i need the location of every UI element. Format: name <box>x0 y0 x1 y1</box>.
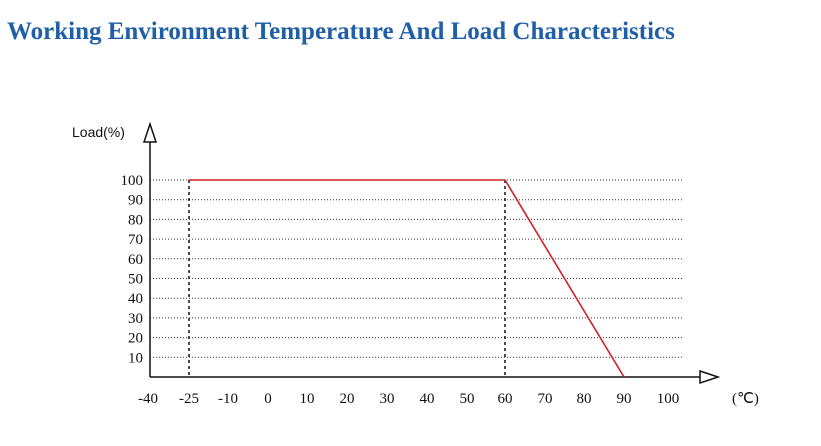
x-tick-label-20: 20 <box>340 391 355 407</box>
y-tick-label-20: 20 <box>128 331 143 347</box>
x-tick-label-30: 30 <box>380 391 395 407</box>
x-tick-label-0: 0 <box>264 391 272 407</box>
y-tick-label-80: 80 <box>128 212 143 228</box>
x-tick-label--25: -25 <box>179 391 199 407</box>
y-tick-label-50: 50 <box>128 272 143 288</box>
y-tick-label-90: 90 <box>128 193 143 209</box>
x-tick-labels: -40 -25 -10 0 10 20 30 40 50 60 70 80 90 100 <box>138 391 679 407</box>
y-tick-label-30: 30 <box>128 311 143 327</box>
curve-point-0-0 <box>188 179 190 181</box>
x-tick-label-40: 40 <box>420 391 435 407</box>
curve-point-0-2 <box>623 376 625 378</box>
y-tick-label-40: 40 <box>128 291 143 307</box>
x-axis-unit-label: (℃) <box>732 391 759 407</box>
x-tick-label-70: 70 <box>538 391 553 407</box>
x-tick-label-80: 80 <box>577 391 592 407</box>
x-tick-label-10: 10 <box>300 391 315 407</box>
load-curve <box>188 179 625 378</box>
grid-lines <box>150 179 684 358</box>
curve-segment-0-1 <box>504 179 625 378</box>
x-tick-label-60: 60 <box>498 391 513 407</box>
page-title: Working Environment Temperature And Load… <box>7 18 675 45</box>
x-axis-arrow <box>699 369 721 385</box>
x-tick-label-50: 50 <box>460 391 475 407</box>
y-tick-label-10: 10 <box>128 350 143 366</box>
axes <box>142 121 721 385</box>
x-tick-label-100: 100 <box>657 391 680 407</box>
y-tick-label-70: 70 <box>128 232 143 248</box>
x-tick-label--10: -10 <box>218 391 238 407</box>
x-tick-label--40: -40 <box>138 391 158 407</box>
curve-point-0-1 <box>504 179 506 181</box>
y-tick-label-60: 60 <box>128 252 143 268</box>
x-tick-label-90: 90 <box>617 391 632 407</box>
y-axis-label: Load(%) <box>72 124 125 140</box>
y-tick-labels: 10 20 30 40 50 60 70 80 90 100 <box>121 173 144 366</box>
y-tick-label-100: 100 <box>121 173 144 189</box>
reference-lines <box>188 180 506 377</box>
y-axis-arrow <box>142 121 158 143</box>
